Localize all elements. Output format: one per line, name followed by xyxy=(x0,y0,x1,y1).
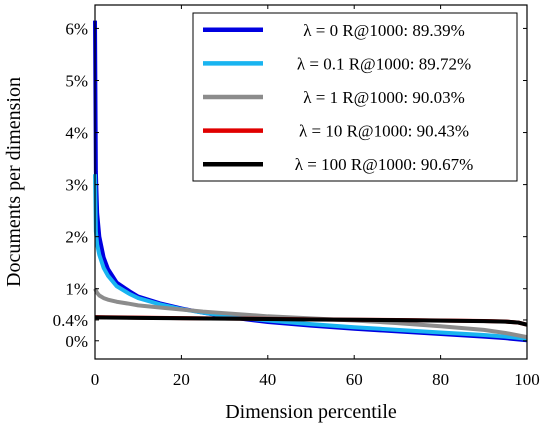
y-tick-label: 2% xyxy=(65,228,88,247)
y-tick-label: 1% xyxy=(65,280,88,299)
legend-label-0: λ = 0 R@1000: 89.39% xyxy=(303,21,464,40)
series-lines xyxy=(93,20,528,343)
legend-label-1: λ = 0.1 R@1000: 89.72% xyxy=(297,54,471,73)
series-line-1 xyxy=(93,174,528,341)
legend: λ = 0 R@1000: 89.39% λ = 0.1 R@1000: 89.7… xyxy=(192,12,518,182)
x-axis-title: Dimension percentile xyxy=(225,401,397,423)
y-tick-label: 0% xyxy=(65,332,88,351)
x-tick-label: 20 xyxy=(173,370,190,389)
y-tick-label: 6% xyxy=(65,19,88,38)
x-tick-label: 100 xyxy=(514,370,540,389)
x-tick-label: 80 xyxy=(432,370,449,389)
legend-label-3: λ = 10 R@1000: 90.43% xyxy=(299,122,469,141)
series-line-2 xyxy=(93,287,528,340)
y-tick-label: 3% xyxy=(65,176,88,195)
plot-frame xyxy=(94,4,528,360)
x-tick-label: 40 xyxy=(259,370,276,389)
y-axis-title: Documents per dimension xyxy=(3,77,25,287)
legend-label-2: λ = 1 R@1000: 90.03% xyxy=(303,88,464,107)
x-tick-label: 0 xyxy=(91,370,100,389)
y-axis: 0% 0.4% 1% 2% 3% 4% 5% 6% xyxy=(53,19,527,351)
legend-label-4: λ = 100 R@1000: 90.67% xyxy=(295,155,473,174)
y-tick-label: 4% xyxy=(65,124,88,143)
x-axis: 0 20 40 60 80 100 xyxy=(91,5,540,389)
y-tick-label: 5% xyxy=(65,71,88,90)
x-tick-label: 60 xyxy=(346,370,363,389)
y-tick-label: 0.4% xyxy=(53,311,88,330)
series-line-4 xyxy=(94,315,528,327)
